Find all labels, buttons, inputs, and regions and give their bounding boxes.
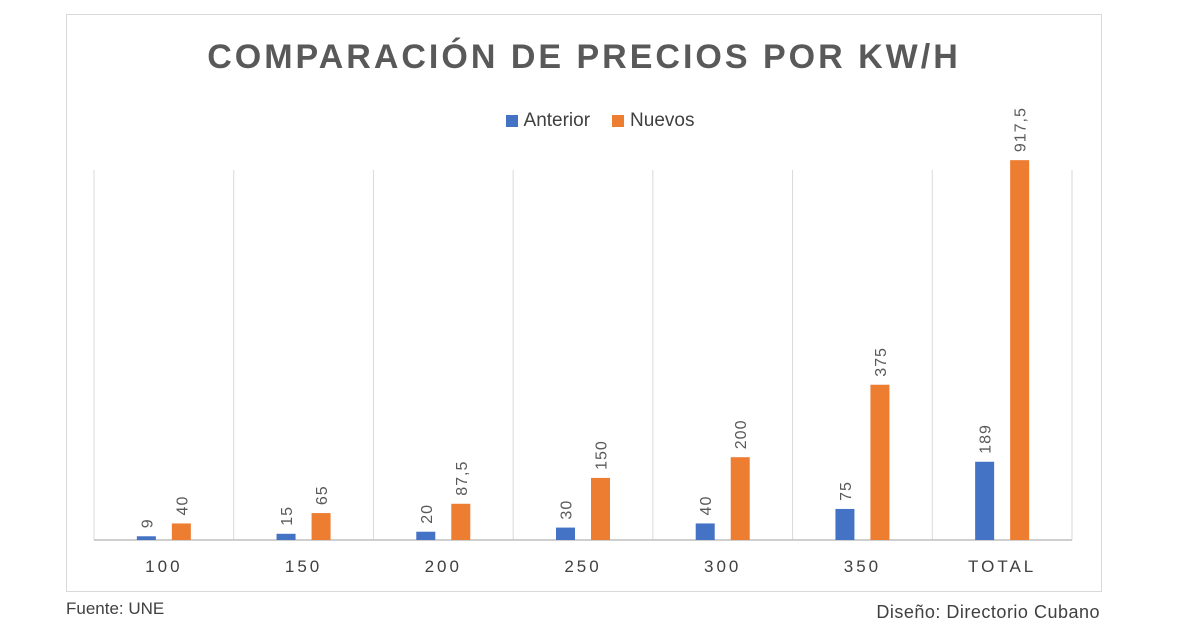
bar-nuevos-350 xyxy=(870,384,890,540)
data-label-nuevos-total: 917,5 xyxy=(1013,107,1030,152)
x-tick-label-total: TOTAL xyxy=(968,557,1036,576)
data-label-anterior-total: 189 xyxy=(978,424,995,454)
data-label-anterior-100: 9 xyxy=(139,518,156,528)
data-label-anterior-300: 40 xyxy=(698,496,715,516)
bar-anterior-300 xyxy=(695,523,715,540)
data-label-nuevos-350: 375 xyxy=(873,347,890,377)
data-label-nuevos-300: 200 xyxy=(733,419,750,449)
data-label-anterior-150: 15 xyxy=(279,506,296,526)
chart-frame xyxy=(66,14,1102,592)
bar-anterior-250 xyxy=(556,527,575,540)
legend-label-nuevos: Nuevos xyxy=(630,110,695,131)
bar-nuevos-300 xyxy=(730,457,750,540)
data-label-nuevos-150: 65 xyxy=(314,485,331,505)
legend-swatch-anterior xyxy=(505,115,518,127)
legend-item-nuevos: Nuevos xyxy=(612,110,694,132)
bar-anterior-350 xyxy=(835,508,855,540)
data-label-nuevos-100: 40 xyxy=(174,496,191,516)
x-tick-label-100: 100 xyxy=(145,557,182,576)
chart-title: COMPARACIÓN DE PRECIOS POR KW/H xyxy=(207,38,961,76)
bar-nuevos-200 xyxy=(451,503,471,540)
legend-item-anterior: Anterior xyxy=(505,110,591,132)
x-tick-label-200: 200 xyxy=(425,557,462,576)
legend-swatch-nuevos xyxy=(612,115,625,127)
legend-label-anterior: Anterior xyxy=(523,110,591,131)
source-note: Fuente: UNE xyxy=(66,599,165,618)
x-tick-label-150: 150 xyxy=(285,557,322,576)
chart-legend: Anterior Nuevos xyxy=(0,110,1200,132)
bar-anterior-100 xyxy=(136,536,156,540)
bar-anterior-200 xyxy=(416,531,436,540)
bar-anterior-150 xyxy=(276,533,296,540)
x-tick-label-250: 250 xyxy=(564,557,601,576)
data-label-nuevos-200: 87,5 xyxy=(454,461,471,496)
x-tick-label-350: 350 xyxy=(844,557,881,576)
data-label-nuevos-250: 150 xyxy=(594,440,611,470)
bar-nuevos-total xyxy=(1010,160,1030,540)
bar-nuevos-150 xyxy=(311,513,331,540)
x-tick-label-300: 300 xyxy=(704,557,741,576)
bar-nuevos-100 xyxy=(171,523,191,540)
data-label-anterior-200: 20 xyxy=(419,504,436,524)
design-credit: Diseño: Directorio Cubano xyxy=(876,602,1100,622)
bar-nuevos-250 xyxy=(591,477,610,540)
data-label-anterior-250: 30 xyxy=(559,500,576,520)
bar-anterior-total xyxy=(975,461,995,540)
data-label-anterior-350: 75 xyxy=(838,481,855,501)
